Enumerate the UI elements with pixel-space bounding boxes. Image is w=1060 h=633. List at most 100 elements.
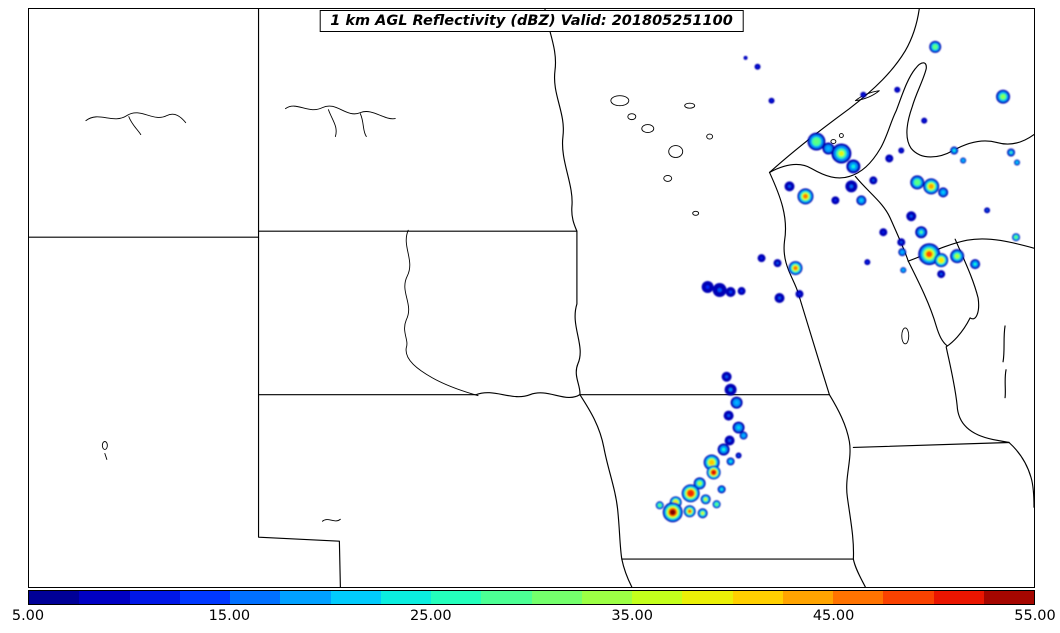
plot-title: 1 km AGL Reflectivity (dBZ) Valid: 20180… [319, 10, 744, 32]
colorbar-segment [330, 591, 381, 604]
boundary-green-bay-west-shore [907, 260, 948, 347]
colorbar-segment [833, 591, 884, 604]
radar-echo [846, 159, 861, 174]
radar-echo [900, 267, 907, 274]
water-leech-lake [641, 124, 655, 134]
water-lake-winnebago [901, 327, 910, 345]
colorbar-segment [682, 591, 733, 604]
colorbar-tick-label: 55.00 [1014, 608, 1056, 624]
colorbar-segment [129, 591, 180, 604]
radar-echo [701, 281, 714, 294]
boundary-mn-sd-big-sioux [574, 230, 581, 396]
radar-echo [984, 207, 991, 214]
water-lake-sakakawea [285, 105, 396, 138]
colorbar-segment [732, 591, 783, 604]
radar-echo [693, 477, 706, 490]
water-mille-lacs-lake [668, 145, 684, 158]
boundary-wi-mi-up-menominee [854, 175, 909, 262]
radar-echo [950, 249, 965, 264]
water-lake-oahe-missouri [404, 229, 479, 397]
radar-echo [937, 270, 946, 279]
boundary-mt-nd-wy-sd-vertical [257, 9, 341, 587]
colorbar-tick-labels: 5.00 15.00 25.00 35.00 45.00 55.00 [12, 608, 1056, 630]
boundary-il-lake-michigan-shore [1008, 441, 1034, 508]
radar-echo [921, 117, 928, 124]
colorbar-segment [983, 591, 1034, 604]
colorbar-tick-label: 35.00 [611, 608, 653, 624]
radar-echo [879, 228, 888, 237]
radar-echo [856, 195, 867, 206]
radar-echo [721, 371, 732, 382]
state-boundaries [29, 9, 1034, 587]
radar-echo [1007, 148, 1016, 157]
radar-echo [807, 132, 826, 151]
map-svg [29, 9, 1034, 587]
radar-echo [934, 253, 949, 268]
radar-echoes [655, 40, 1021, 523]
radar-echo [662, 502, 683, 523]
radar-echo [898, 248, 907, 257]
water-mn-small-lake-1 [706, 133, 714, 140]
boundary-superior-south-shore-keweenaw [768, 62, 1034, 179]
radar-echo [923, 178, 940, 195]
radar-echo [831, 196, 840, 205]
water-lake-winnibigoshish [627, 113, 637, 121]
radar-echo [768, 97, 775, 104]
radar-echo [712, 283, 727, 298]
water-features [85, 90, 910, 522]
boundary-wi-lake-michigan-shore [945, 317, 1010, 444]
boundary-ia-east-mississippi [828, 394, 866, 587]
radar-echo [732, 421, 745, 434]
radar-echo [712, 500, 721, 509]
boundary-lower-mi-shore-dash-2 [1004, 369, 1007, 399]
radar-echo [724, 383, 737, 396]
boundary-nd-mn-red-river [544, 9, 578, 232]
water-apostle-island-2 [838, 133, 844, 138]
colorbar-tick-label: 5.00 [11, 608, 45, 624]
radar-echo [869, 176, 878, 185]
radar-echo [950, 146, 959, 155]
radar-echo [894, 86, 901, 93]
boundary-superior-north-shore [768, 9, 920, 174]
colorbar-segment [79, 591, 130, 604]
radar-echo [938, 187, 949, 198]
boundary-mn-wi-stcroix [768, 171, 830, 396]
water-wy-small-lake [101, 441, 108, 460]
radar-echo [735, 452, 742, 459]
radar-echo [757, 254, 766, 263]
radar-echo [897, 238, 906, 247]
radar-echo [860, 91, 867, 98]
radar-echo [726, 457, 735, 466]
radar-echo [1014, 159, 1021, 166]
colorbar-segment [380, 591, 431, 604]
colorbar-tick-label: 45.00 [812, 608, 855, 624]
boundary-sd-ne [257, 392, 581, 399]
radar-echo [700, 494, 711, 505]
map-frame: 1 km AGL Reflectivity (dBZ) Valid: 20180… [28, 8, 1035, 588]
radar-echo [788, 261, 803, 276]
water-isle-royale [854, 90, 880, 102]
colorbar-segment [531, 591, 582, 604]
radar-echo [725, 287, 736, 298]
reflectivity-colorbar [28, 590, 1035, 605]
colorbar-tick-label: 25.00 [410, 608, 452, 624]
radar-echo [845, 180, 858, 193]
radar-echo [885, 154, 894, 163]
radar-echo [737, 287, 746, 296]
radar-echo [743, 55, 748, 60]
water-ne-platte-river [321, 518, 341, 522]
radar-echo [918, 243, 941, 266]
radar-echo [831, 143, 852, 164]
radar-echo [773, 259, 782, 268]
colorbar-segment [29, 591, 80, 604]
colorbar-segment [581, 591, 632, 604]
radar-echo [970, 259, 981, 270]
radar-echo [797, 188, 814, 205]
radar-echo [724, 435, 735, 446]
radar-echo [960, 157, 967, 164]
colorbar-segment [179, 591, 230, 604]
colorbar-segment [230, 591, 281, 604]
colorbar-tick-label: 15.00 [208, 608, 251, 624]
radar-echo [898, 147, 905, 154]
